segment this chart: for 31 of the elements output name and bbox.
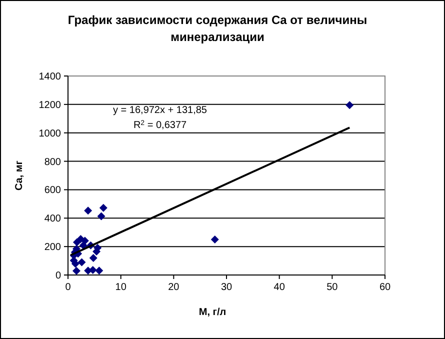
x-axis-title: M, г/л	[198, 307, 226, 318]
point	[72, 266, 80, 275]
x-tick-label: 20	[168, 282, 180, 293]
y-tick-label: 400	[44, 214, 62, 225]
x-tick-label: 50	[326, 282, 338, 293]
y-tick-label: 0	[55, 270, 62, 282]
y-tick-label: 1400	[38, 72, 62, 82]
point	[210, 235, 219, 244]
y-tick-label: 600	[44, 185, 62, 196]
point	[72, 238, 81, 246]
point	[97, 212, 106, 220]
point	[79, 241, 88, 250]
annotation: R$^{2}$ = 0,6377	[133, 120, 187, 131]
x-tick-label: 10	[115, 282, 127, 293]
point	[99, 204, 108, 212]
y-tick-label: 1000	[38, 128, 62, 140]
y-tick-label: 800	[44, 156, 62, 168]
y-tick-label: 1200	[38, 100, 62, 111]
x-tick-label: 40	[274, 282, 286, 293]
point	[89, 254, 98, 262]
x-tick-label: 30	[220, 282, 232, 293]
chart-title: График зависимости содержания Ca от величины минерализации	[68, 13, 368, 44]
x-tick-label: 0	[65, 282, 72, 293]
point	[84, 206, 92, 215]
y-tick-label: 200	[44, 242, 62, 254]
x-tick-label: 60	[379, 282, 391, 293]
point	[346, 101, 354, 110]
point	[95, 266, 104, 275]
y-axis-title: Ca, мг	[14, 160, 25, 190]
point	[78, 258, 86, 266]
annotation: y = 16,972x + 131,85	[113, 105, 208, 116]
